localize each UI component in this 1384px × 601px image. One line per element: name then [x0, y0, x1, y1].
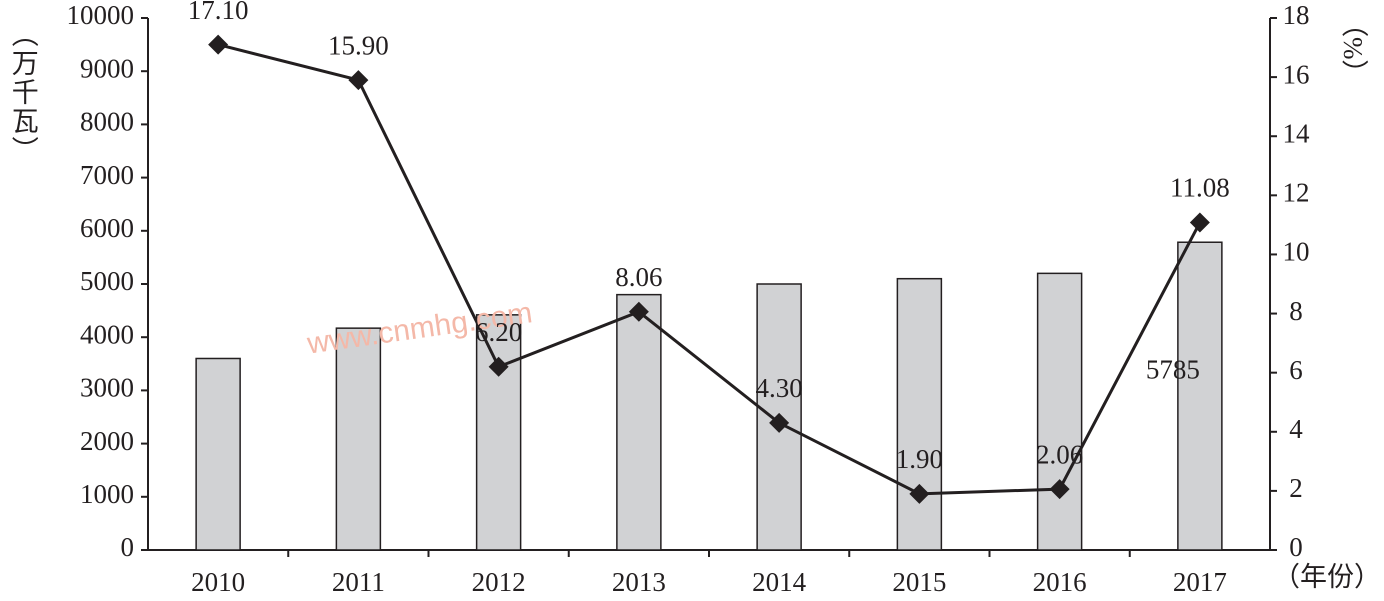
bar: [616, 293, 662, 551]
line-marker: [909, 483, 930, 504]
y2-tick-label: 10: [1283, 237, 1310, 267]
y-tick-label: 6000: [80, 213, 134, 243]
y-tick-label: 9000: [80, 53, 134, 83]
line-marker: [208, 34, 229, 55]
y2-tick-label: 16: [1283, 59, 1310, 89]
y-tick-label: 0: [121, 532, 135, 562]
line-value-label: 6.20: [475, 317, 522, 347]
x-tick-label: 2016: [1033, 567, 1087, 597]
line-value-label: 1.90: [896, 444, 943, 474]
y2-tick-label: 2: [1289, 473, 1303, 503]
line-marker: [628, 301, 649, 322]
line-value-label: 4.30: [756, 373, 803, 403]
y2-tick-label: 12: [1283, 178, 1310, 208]
bar: [896, 277, 943, 551]
line-value-label: 2.06: [1036, 439, 1083, 469]
line-value-label: 8.06: [615, 262, 662, 292]
line-value-label: 15.90: [328, 30, 389, 60]
line-marker: [1049, 479, 1070, 500]
y2-tick-label: 18: [1283, 0, 1310, 30]
line-marker: [488, 356, 509, 377]
x-tick-label: 2014: [752, 567, 807, 597]
y-tick-label: 7000: [80, 160, 134, 190]
y2-tick-label: 14: [1283, 118, 1311, 148]
x-tick-label: 2010: [191, 567, 245, 597]
line-marker: [769, 412, 790, 433]
y2-tick-label: 0: [1289, 532, 1303, 562]
bar: [195, 357, 241, 551]
line: [217, 43, 1202, 496]
x-tick-label: 2017: [1173, 567, 1227, 597]
y-tick-label: 1000: [80, 479, 134, 509]
line-value-label: 11.08: [1170, 173, 1230, 203]
y-tick-label: 8000: [80, 107, 134, 137]
line-marker: [1189, 212, 1210, 233]
bar: [335, 327, 382, 551]
x-tick-label: 2011: [332, 567, 385, 597]
line-marker: [348, 70, 369, 91]
y-tick-label: 4000: [80, 319, 134, 349]
y-tick-label: 5000: [80, 266, 134, 296]
y2-axis-label: （%）: [1338, 10, 1369, 87]
bar: [1177, 241, 1223, 551]
x-tick-label: 2012: [472, 567, 526, 597]
y-tick-label: 3000: [80, 373, 134, 403]
x-tick-label: 2013: [612, 567, 666, 597]
line-value-label: 17.10: [188, 0, 249, 25]
y2-tick-label: 8: [1289, 296, 1303, 326]
bar-value-label: 5785: [1146, 354, 1200, 384]
bar: [475, 314, 522, 551]
y2-tick-label: 4: [1289, 414, 1303, 444]
y-tick-label: 2000: [80, 426, 134, 456]
x-tick-label: 2015: [892, 567, 946, 597]
x-axis-label: （年份）: [1273, 562, 1381, 592]
y-tick-label: 10000: [67, 0, 135, 30]
bar: [1036, 272, 1083, 551]
y2-tick-label: 6: [1289, 355, 1303, 385]
y-axis-label: （万千瓦）: [8, 20, 39, 165]
